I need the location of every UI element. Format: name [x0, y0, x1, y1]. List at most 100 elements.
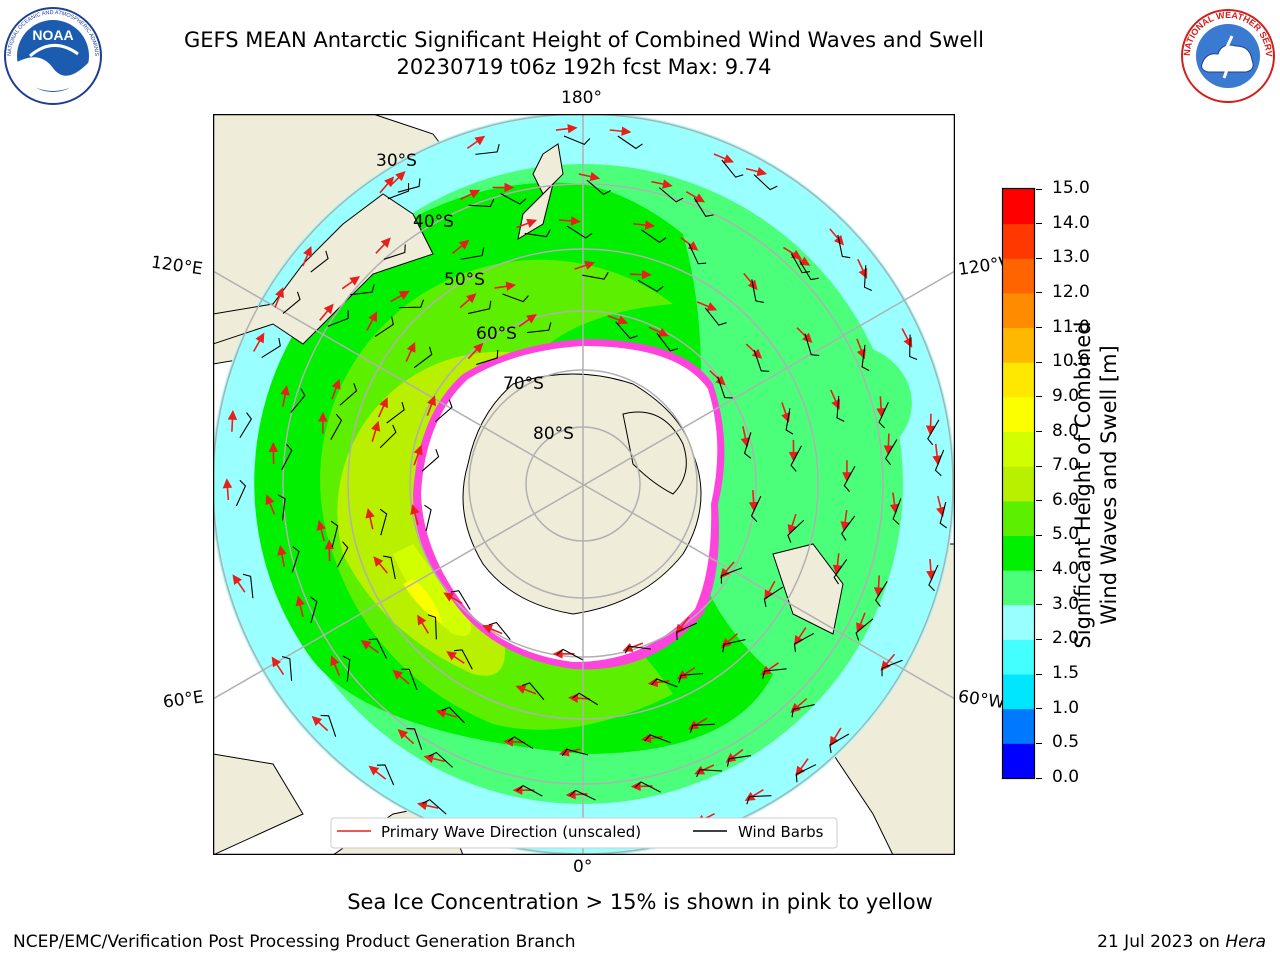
colorbar-segment — [1003, 327, 1034, 363]
wave-arrow-head — [316, 520, 326, 531]
wave-arrow-head — [504, 182, 515, 193]
wave-arrow-head — [318, 411, 328, 422]
wind-barb — [717, 376, 733, 399]
wind-barb — [350, 284, 375, 296]
wind-barb — [804, 333, 820, 356]
wind-barb — [488, 621, 511, 640]
wind-barb — [368, 638, 388, 659]
noaa-logo: NOAA NATIONAL OCEANIC AND ATMOSPHERIC AD… — [0, 6, 102, 105]
wave-arrow-head — [368, 765, 380, 776]
wave-arrow-head — [280, 385, 290, 396]
wind-barb — [406, 728, 423, 750]
wave-arrow-head — [526, 314, 537, 324]
wind-barb — [658, 187, 684, 203]
wave-arrow-head — [277, 545, 287, 556]
colorbar-segment — [1003, 639, 1034, 675]
wind-barb — [934, 449, 945, 477]
wave-field-7m — [393, 544, 471, 636]
lon-label-120e: 120°E — [149, 252, 204, 280]
wind-barb — [892, 498, 902, 525]
colorbar-tick-mark — [1036, 257, 1042, 259]
wind-barb — [572, 692, 599, 706]
wind-barb — [476, 349, 499, 366]
wind-barb — [330, 520, 339, 548]
colorbar-segment — [1003, 466, 1034, 502]
wind-barb — [342, 655, 351, 682]
wind-barb — [586, 179, 611, 196]
wind-barb — [291, 546, 300, 573]
colorbar-tick-mark — [1036, 327, 1042, 329]
wind-barb — [387, 183, 410, 200]
wind-barb — [704, 307, 727, 326]
colorbar-tick-mark — [1036, 223, 1042, 225]
wave-arrow-head — [330, 655, 340, 667]
wind-barb — [791, 704, 815, 718]
wave-arrow-head — [331, 378, 341, 390]
wave-arrow-head — [621, 126, 632, 136]
wave-arrow-head — [644, 220, 656, 230]
lat-label-30s: 30°S — [376, 151, 417, 171]
wave-arrow-head — [482, 624, 494, 634]
wind-barb — [516, 784, 543, 797]
noaa-logo-text: NOAA — [32, 27, 73, 43]
wind-barb — [836, 395, 845, 422]
wind-barb — [386, 401, 405, 424]
wave-arrow-head — [384, 176, 395, 187]
wave-arrow-head — [371, 420, 381, 432]
lon-label-180: 180° — [561, 88, 602, 108]
colorbar-tick-mark — [1036, 465, 1042, 467]
wind-barb — [524, 229, 551, 238]
wave-arrow-head — [373, 556, 384, 567]
wave-arrow-head — [799, 256, 811, 266]
wind-barb — [884, 439, 898, 466]
colorbar-tick-label: 3.0 — [1052, 593, 1080, 614]
colorbar-tick-label: 1.0 — [1052, 697, 1080, 718]
wind-barb — [651, 678, 678, 688]
wave-arrow-head — [360, 640, 372, 650]
wind-barb — [310, 250, 329, 273]
wave-arrow-head — [406, 341, 416, 353]
colorbar-segment — [1003, 189, 1034, 225]
colorbar-tick-mark — [1036, 569, 1042, 571]
wave-arrow-head — [567, 123, 578, 134]
wind-barb — [582, 272, 609, 280]
map-legend: Primary Wave Direction (unscaled) Wind B… — [330, 817, 838, 849]
wind-barb — [793, 632, 815, 652]
wind-barb — [841, 515, 856, 541]
wind-barb — [787, 519, 805, 543]
wind-barb — [750, 495, 762, 523]
colorbar-tick-mark — [1036, 188, 1042, 190]
colorbar — [1001, 187, 1036, 780]
wave-arrow-head — [222, 478, 233, 489]
colorbar-tick-label: 14.0 — [1052, 212, 1090, 233]
colorbar-tick-mark — [1036, 292, 1042, 294]
colorbar-tick-mark — [1036, 534, 1042, 536]
wind-barb — [696, 769, 722, 778]
map-title: GEFS MEAN Antarctic Significant Height o… — [183, 28, 985, 52]
wind-barb — [566, 225, 593, 239]
map-subtitle: 20230719 t06z 192h fcst Max: 9.74 — [396, 55, 772, 79]
wind-barb — [282, 291, 301, 314]
colorbar-segment — [1003, 292, 1034, 329]
wave-arrow-head — [395, 171, 406, 182]
wind-barb — [790, 445, 802, 472]
wind-barb — [837, 234, 851, 259]
wave-arrow-head — [255, 332, 265, 344]
wave-arrow-head — [265, 494, 275, 506]
wind-barb — [502, 293, 529, 303]
wind-barb — [282, 655, 293, 681]
lon-label-60e: 60°E — [161, 687, 206, 713]
colorbar-segment — [1003, 708, 1034, 744]
wave-arrow-head — [349, 276, 361, 286]
wave-arrow-head — [589, 171, 601, 182]
colorbar-tick-label: 11.0 — [1052, 316, 1090, 337]
colorbar-tick-mark — [1036, 396, 1042, 398]
polar-map: Primary Wave Direction (unscaled) Wind B… — [213, 114, 955, 855]
wind-barb — [261, 337, 281, 358]
wave-arrow-head — [443, 592, 455, 602]
wind-barb — [855, 618, 874, 641]
wind-barb — [556, 648, 583, 661]
wind-barb — [521, 682, 545, 701]
wind-barb — [450, 590, 471, 610]
wind-barb — [336, 541, 349, 568]
